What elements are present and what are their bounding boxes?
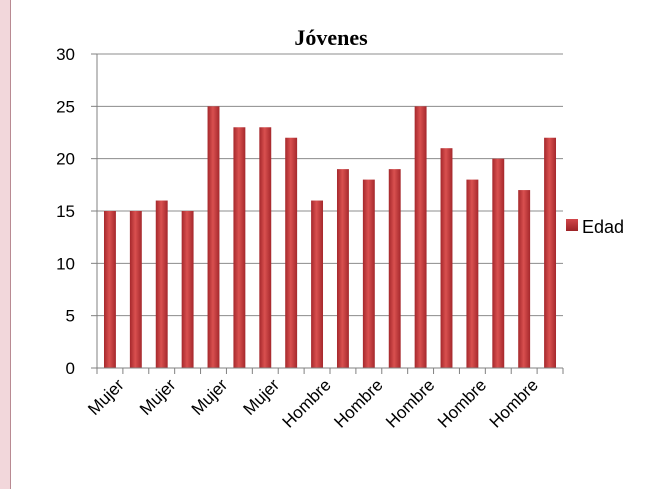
bar [207,106,220,368]
x-tick-label: Hombre [330,375,386,431]
y-tick-labels: 0 5 10 15 20 25 30 [56,45,97,378]
y-tick-label: 30 [56,45,75,64]
bar [129,211,142,368]
legend-swatch [566,219,578,231]
bar [336,169,349,368]
left-margin-bar [0,0,11,489]
bar [181,211,194,368]
x-tick-label: Mujer [188,375,232,419]
y-tick-label: 10 [56,254,75,273]
bar [518,190,531,368]
legend-label: Edad [582,217,624,237]
x-tick-label: Mujer [136,375,180,419]
bar [103,211,116,368]
y-tick-label: 15 [56,202,75,221]
x-tick-label: Hombre [486,375,542,431]
legend: Edad [566,217,624,237]
gridlines [97,53,563,317]
x-tick-label: Hombre [382,375,438,431]
bar [311,200,324,368]
x-tick-label: Hombre [434,375,490,431]
y-tick-label: 5 [66,307,75,326]
bar [285,137,298,368]
x-tick-label: Mujer [84,375,128,419]
y-tick-label: 20 [56,150,75,169]
bars [103,106,557,369]
bar [388,169,401,368]
bar [466,179,479,368]
bar [492,158,505,368]
bar [414,106,427,368]
x-tick-labels: Mujer Mujer Mujer MujerHombreHombreHombreHo… [84,375,542,431]
x-tick-label: Hombre [279,375,335,431]
bar [440,148,453,368]
bar [544,137,557,368]
bar [233,127,246,369]
y-tick-label: 0 [66,359,75,378]
y-tick-label: 25 [56,97,75,116]
bar [362,179,375,368]
bar [155,200,168,368]
x-tick-label: Mujer [240,375,284,419]
chart-title: Jóvenes [294,25,368,50]
bar [259,127,272,369]
